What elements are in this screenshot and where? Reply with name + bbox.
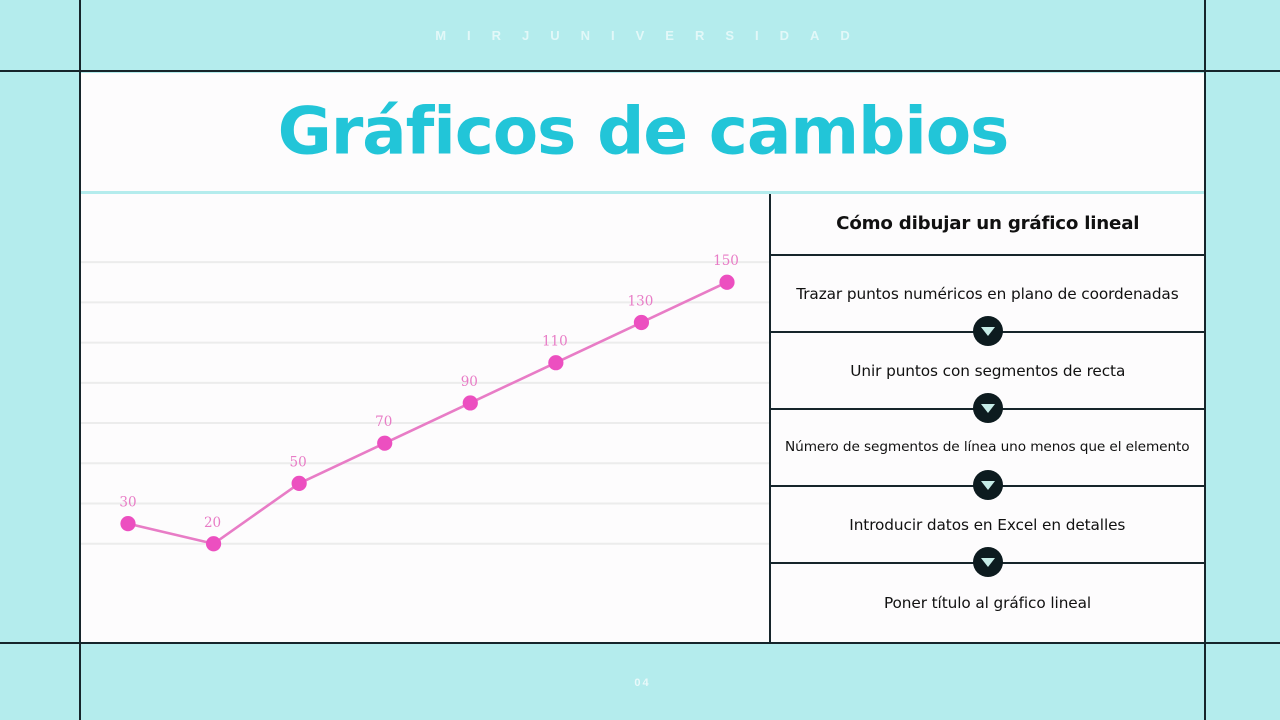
title-panel: Gráficos de cambios <box>81 73 1204 191</box>
chevron-down-glyph <box>980 403 995 413</box>
svg-text:130: 130 <box>628 293 654 309</box>
svg-text:150: 150 <box>713 253 739 269</box>
footer-page-number: 04 <box>634 676 651 689</box>
steps-table-header-row: Cómo dibujar un gráfico lineal <box>771 194 1204 256</box>
svg-text:90: 90 <box>461 374 478 390</box>
chevron-down-icon <box>972 547 1003 577</box>
step-label-5: Poner título al gráfico lineal <box>883 593 1092 612</box>
svg-text:20: 20 <box>204 515 221 531</box>
grid-line-left <box>79 0 81 720</box>
grid-line-top <box>0 70 1280 72</box>
steps-table-header-label: Cómo dibujar un gráfico lineal <box>835 214 1140 234</box>
grid-line-bottom <box>0 642 1280 644</box>
chevron-down-glyph <box>980 557 995 567</box>
chevron-down-glyph <box>980 326 995 336</box>
svg-text:70: 70 <box>375 414 392 430</box>
step-label-1: Trazar puntos numéricos en plano de coor… <box>796 284 1179 303</box>
step-label-4: Introducir datos en Excel en detalles <box>849 515 1126 534</box>
step-label-2: Unir puntos con segmentos de recta <box>850 361 1125 380</box>
content-panel: 30 20 50 70 90 110 130 150 Cómo dibujar un gráf… <box>81 194 1204 642</box>
brand-wordmark: MIRJUNIVERSIDAD <box>435 28 871 43</box>
line-chart: 30 20 50 70 90 110 130 150 <box>81 194 769 642</box>
chevron-down-icon <box>972 316 1003 346</box>
page-title: Gráficos de cambios <box>277 94 1009 170</box>
svg-text:30: 30 <box>119 495 136 511</box>
svg-text:110: 110 <box>542 334 568 350</box>
svg-text:50: 50 <box>290 454 307 470</box>
chevron-down-glyph <box>980 480 995 490</box>
chevron-down-icon <box>972 470 1003 500</box>
chevron-down-icon <box>972 393 1003 423</box>
step-label-3: Número de segmentos de línea uno menos q… <box>785 440 1190 455</box>
grid-line-right <box>1204 0 1206 720</box>
line-chart-svg: 30 20 50 70 90 110 130 150 <box>81 253 769 552</box>
steps-table-row[interactable]: Trazar puntos numéricos en plano de coor… <box>771 256 1204 346</box>
steps-table: Cómo dibujar un gráfico lineal Trazar pu… <box>769 194 1204 642</box>
